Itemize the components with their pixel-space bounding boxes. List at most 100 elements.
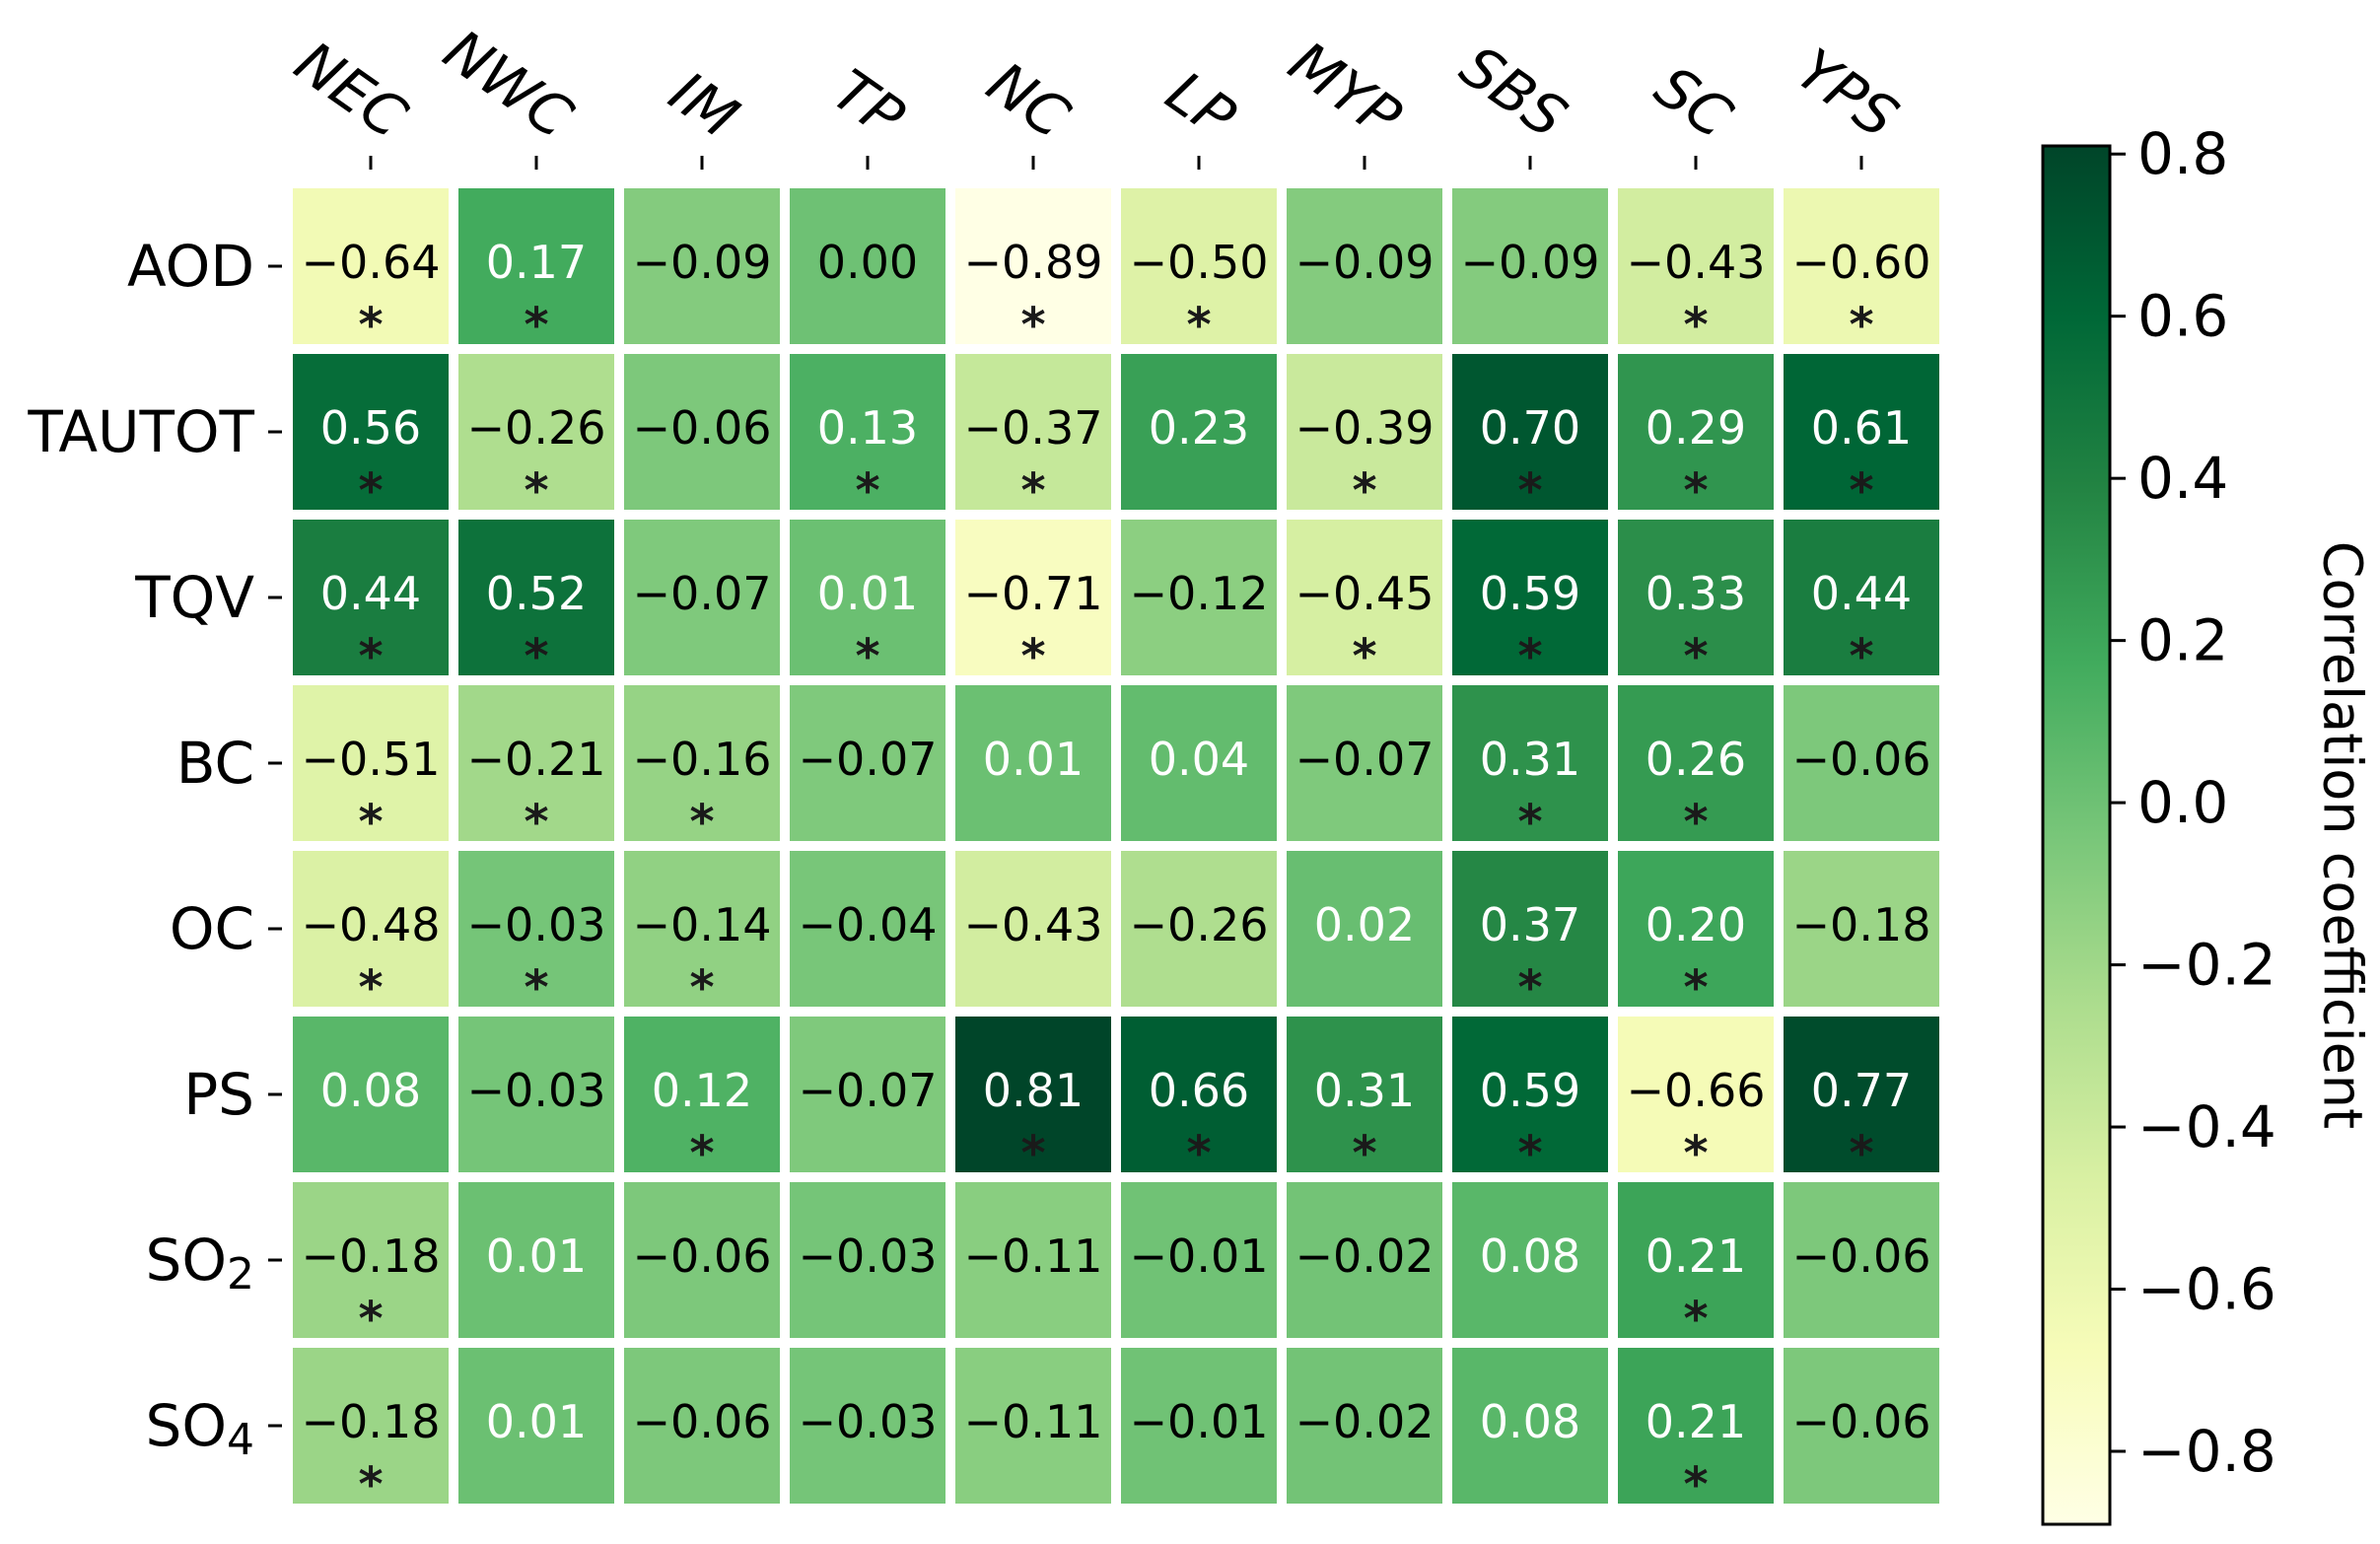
cell-value-label: −0.64 [302,236,441,289]
significance-marker: * [1517,795,1542,850]
x-tick-label: YPS [1785,35,1910,151]
cell-value-label: −0.71 [964,567,1103,620]
significance-marker: * [1683,298,1708,353]
heatmap-cell [458,1182,614,1338]
heatmap-cell [790,1348,945,1504]
x-tick-label: TP [820,56,916,151]
cell-value-label: −0.18 [1792,898,1931,951]
heatmap-cell [293,1348,449,1504]
cell-value-label: −0.11 [964,1395,1103,1448]
heatmap-cell [624,354,780,510]
heatmap-cell [1452,354,1608,510]
cell-value-label: −0.07 [633,567,772,620]
significance-marker: * [1683,1126,1708,1181]
heatmap-cell [458,520,614,675]
heatmap-cell [1287,520,1442,675]
heatmap-cell [1121,1348,1277,1504]
cell-value-label: 0.37 [1480,898,1580,951]
significance-marker: * [358,298,383,353]
cell-value-label: 0.08 [1480,1395,1580,1448]
significance-marker: * [524,298,548,353]
x-axis: NEC NWC IM TP NC LP MYP SBS SC YPS [283,17,1910,170]
cell-value-label: 0.70 [1480,401,1580,455]
cell-value-label: −0.37 [964,401,1103,455]
heatmap-cell [1121,520,1277,675]
significance-marker: * [855,463,879,519]
cell-value-label: 0.23 [1149,401,1249,455]
cell-value-label: −0.26 [1130,898,1269,951]
heatmap-cell [1618,1182,1774,1338]
colorbar-tick-label: 0.2 [2137,607,2228,674]
cell-value-label: −0.03 [467,1064,606,1117]
heatmap-cell [955,188,1111,344]
heatmap-cell [955,1348,1111,1504]
heatmap-cell [790,520,945,675]
heatmap-cell [1618,520,1774,675]
cell-value-label: −0.04 [799,898,938,951]
cell-value-label: −0.48 [302,898,441,951]
cell-value-label: −0.89 [964,236,1103,289]
significance-marker: * [1186,298,1211,353]
heatmap-cell [458,1017,614,1172]
cell-value-label: −0.02 [1295,1395,1435,1448]
cell-value-label: −0.06 [1792,1395,1931,1448]
cell-value-label: −0.43 [1627,236,1766,289]
significance-marker: * [1517,629,1542,684]
heatmap-cell [624,1348,780,1504]
heatmap-cell [624,851,780,1007]
heatmap-cell [293,188,449,344]
cell-value-label: −0.50 [1130,236,1269,289]
significance-marker: * [1683,1457,1708,1512]
heatmap-cell [293,851,449,1007]
cell-value-label: −0.07 [799,733,938,786]
significance-marker: * [524,795,548,850]
cell-value-label: 0.08 [1480,1229,1580,1283]
y-tick-label-main: BC [176,730,254,797]
cell-value-label: 0.12 [652,1064,752,1117]
colorbar-tick-label: 0.4 [2137,445,2228,512]
colorbar-tick-label: 0.8 [2137,120,2228,187]
significance-marker: * [1517,1126,1542,1181]
cell-value-label: 0.20 [1645,898,1746,951]
heatmap-cell [1287,851,1442,1007]
heatmap-cell [1287,188,1442,344]
cell-value-label: −0.66 [1627,1064,1766,1117]
cell-value-label: −0.03 [799,1395,938,1448]
heatmap-cell [1618,1017,1774,1172]
heatmap-cell [624,520,780,675]
cell-value-label: 0.56 [320,401,421,455]
heatmap-cell [1121,354,1277,510]
cell-value-label: −0.01 [1130,1229,1269,1283]
heatmap-cell [1784,1182,1939,1338]
heatmap-cell [624,188,780,344]
y-tick-label-main: SO [146,1392,227,1459]
colorbar-tick-label: −0.4 [2137,1093,2276,1160]
heatmap-cell [1452,1348,1608,1504]
significance-marker: * [358,960,383,1016]
heatmap-cell [1618,851,1774,1007]
significance-marker: * [1352,629,1376,684]
heatmap-cell [1618,354,1774,510]
cell-value-label: −0.07 [1295,733,1435,786]
y-tick-label-main: PS [183,1061,254,1128]
cell-value-label: −0.07 [799,1064,938,1117]
heatmap-cell [1784,1348,1939,1504]
significance-marker: * [1683,795,1708,850]
heatmap-cell [1784,851,1939,1007]
heatmap-cell [790,1017,945,1172]
heatmap-cell [790,851,945,1007]
heatmap-cells: −0.64 * 0.17 * −0.09 0.00 −0.89 * −0.50 * −0.09 −0.… [293,188,1939,1512]
y-tick-label-main: TAUTOT [27,398,254,465]
heatmap-cell [1121,1182,1277,1338]
y-tick-label-subscript: 2 [227,1249,254,1299]
cell-value-label: 0.44 [1811,567,1912,620]
y-tick-label-main: AOD [127,233,254,300]
heatmap-cell [1452,1017,1608,1172]
cell-value-label: 0.00 [817,236,918,289]
heatmap-cell [955,851,1111,1007]
significance-marker: * [1352,1126,1376,1181]
cell-value-label: 0.01 [486,1229,587,1283]
heatmap-cell [790,354,945,510]
cell-value-label: 0.59 [1480,567,1580,620]
heatmap-cell [458,1348,614,1504]
